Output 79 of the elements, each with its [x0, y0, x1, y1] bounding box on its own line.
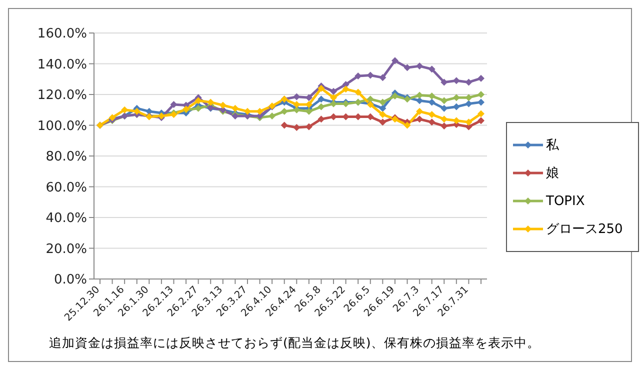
point: [305, 108, 312, 115]
point: [194, 104, 202, 112]
point: [379, 98, 386, 106]
y-tick-label: 100.0%: [37, 118, 87, 134]
point: [428, 98, 436, 106]
y-tick-label: 140.0%: [37, 57, 87, 72]
point: [330, 94, 338, 102]
point: [293, 124, 300, 132]
point: [465, 118, 472, 126]
point: [478, 98, 484, 106]
point: [465, 78, 472, 86]
point: [452, 94, 460, 102]
point: [478, 74, 484, 82]
point: [416, 116, 424, 123]
point: [478, 110, 484, 118]
legend-label: 私: [546, 137, 559, 154]
point: [379, 104, 386, 112]
point: [232, 104, 239, 112]
legend-label: 娘: [546, 165, 559, 182]
point: [219, 102, 226, 109]
point: [440, 122, 448, 130]
y-tick-label: 120.0%: [37, 88, 87, 104]
point: [404, 122, 411, 129]
y-tick-label: 20.0%: [46, 242, 87, 257]
point: [391, 57, 398, 64]
point: [342, 86, 350, 93]
point: [416, 97, 424, 104]
point: [440, 116, 448, 123]
point: [465, 100, 472, 108]
point: [293, 100, 300, 108]
point: [354, 88, 362, 96]
point: [478, 91, 484, 98]
point: [440, 78, 448, 86]
point: [280, 108, 288, 115]
point: [366, 96, 374, 103]
y-tick-label: 80.0%: [46, 150, 87, 165]
point: [256, 108, 264, 115]
point: [416, 62, 424, 70]
point: [465, 94, 472, 102]
legend-label: TOPIX: [546, 194, 585, 208]
point: [244, 108, 251, 115]
y-tick-label: 60.0%: [46, 180, 87, 196]
point: [379, 118, 386, 126]
point: [428, 110, 436, 118]
point: [452, 117, 460, 124]
point: [330, 88, 338, 95]
point: [280, 122, 288, 129]
point: [428, 66, 436, 73]
point: [207, 98, 214, 106]
point: [428, 118, 436, 126]
point: [428, 92, 436, 100]
point: [133, 108, 140, 115]
point: [416, 92, 424, 99]
point: [318, 96, 325, 103]
point: [452, 103, 460, 110]
legend-label: グロース250: [546, 221, 623, 238]
point: [121, 106, 128, 114]
point: [478, 117, 484, 124]
y-tick-label: 40.0%: [46, 211, 87, 226]
y-tick-label: 160.0%: [37, 26, 87, 42]
point: [170, 100, 178, 108]
point: [404, 64, 411, 72]
point: [366, 72, 374, 79]
y-tick-label: 0.0%: [54, 272, 87, 288]
point: [452, 77, 460, 84]
point: [305, 94, 312, 102]
point: [318, 103, 325, 110]
point: [305, 123, 312, 130]
point: [440, 104, 448, 112]
point: [293, 93, 300, 100]
point: [268, 112, 276, 120]
point: [194, 97, 202, 104]
point: [416, 108, 424, 115]
point: [379, 74, 386, 82]
point: [318, 116, 325, 123]
text: 追加資金は損益率には反映させておらず(配当金は反映)、保有株の損益率を表示中。: [49, 335, 540, 352]
point: [440, 97, 448, 104]
point: [379, 110, 386, 118]
point: [391, 92, 398, 100]
